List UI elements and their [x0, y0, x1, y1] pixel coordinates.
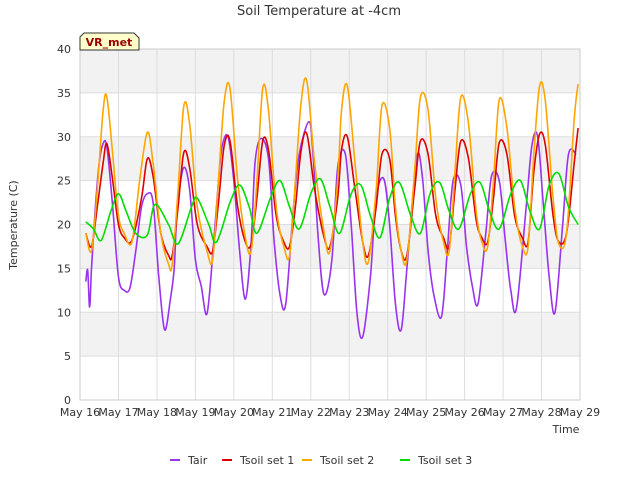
y-tick-label: 5 — [64, 350, 71, 363]
plot-band — [80, 356, 580, 400]
series-line-tsoil-set-3 — [85, 171, 579, 245]
y-tick-label: 30 — [57, 131, 71, 144]
x-tick-label: May 19 — [175, 406, 215, 419]
plot-band — [80, 312, 580, 357]
y-tick-label: 20 — [57, 219, 71, 232]
y-tick-label: 15 — [57, 262, 71, 275]
x-tick-label: May 22 — [291, 406, 331, 419]
y-tick-label: 35 — [57, 87, 71, 100]
chart-legend: Tair Tsoil set 1 Tsoil set 2 Tsoil set 3 — [170, 454, 472, 467]
site-badge-label: VR_met — [86, 36, 133, 49]
legend-label-tsoil-set-3: Tsoil set 3 — [417, 454, 472, 467]
y-tick-label: 10 — [57, 306, 71, 319]
y-tick-label: 40 — [57, 43, 71, 56]
x-tick-label: May 28 — [521, 406, 561, 419]
x-axis-label: Time — [552, 423, 580, 436]
site-badge-box — [79, 32, 140, 51]
y-tick-label: 0 — [64, 394, 71, 407]
x-tick-label: May 16 — [60, 406, 100, 419]
y-axis-label: Temperature (C) — [7, 180, 20, 270]
legend-label-tsoil-set-1: Tsoil set 1 — [239, 454, 294, 467]
x-tick-label: May 26 — [444, 406, 484, 419]
series-layer — [85, 77, 579, 340]
series-line-tsoil-set-1 — [85, 127, 579, 261]
x-tick-label: May 23 — [329, 406, 369, 419]
x-tick-label: May 25 — [406, 406, 446, 419]
plot-band — [80, 180, 580, 225]
x-tick-label: May 20 — [214, 406, 254, 419]
series-line-tair — [85, 121, 577, 340]
x-tick-label: May 21 — [252, 406, 292, 419]
plot-frame — [79, 48, 581, 401]
y-tick-label: 25 — [57, 175, 71, 188]
legend-label-tair: Tair — [187, 454, 208, 467]
chart-title: Soil Temperature at -4cm — [237, 4, 401, 19]
x-tick-label: May 17 — [98, 406, 138, 419]
legend-label-tsoil-set-2: Tsoil set 2 — [319, 454, 374, 467]
site-badge: VR_met — [79, 32, 140, 51]
x-tick-label: May 24 — [368, 406, 408, 419]
x-tick-label: May 29 — [560, 406, 600, 419]
x-tick-label: May 18 — [137, 406, 177, 419]
x-tick-label: May 27 — [483, 406, 523, 419]
series-line-tsoil-set-2 — [85, 77, 579, 272]
grid-layer — [79, 48, 581, 401]
plot-band — [80, 49, 580, 93]
